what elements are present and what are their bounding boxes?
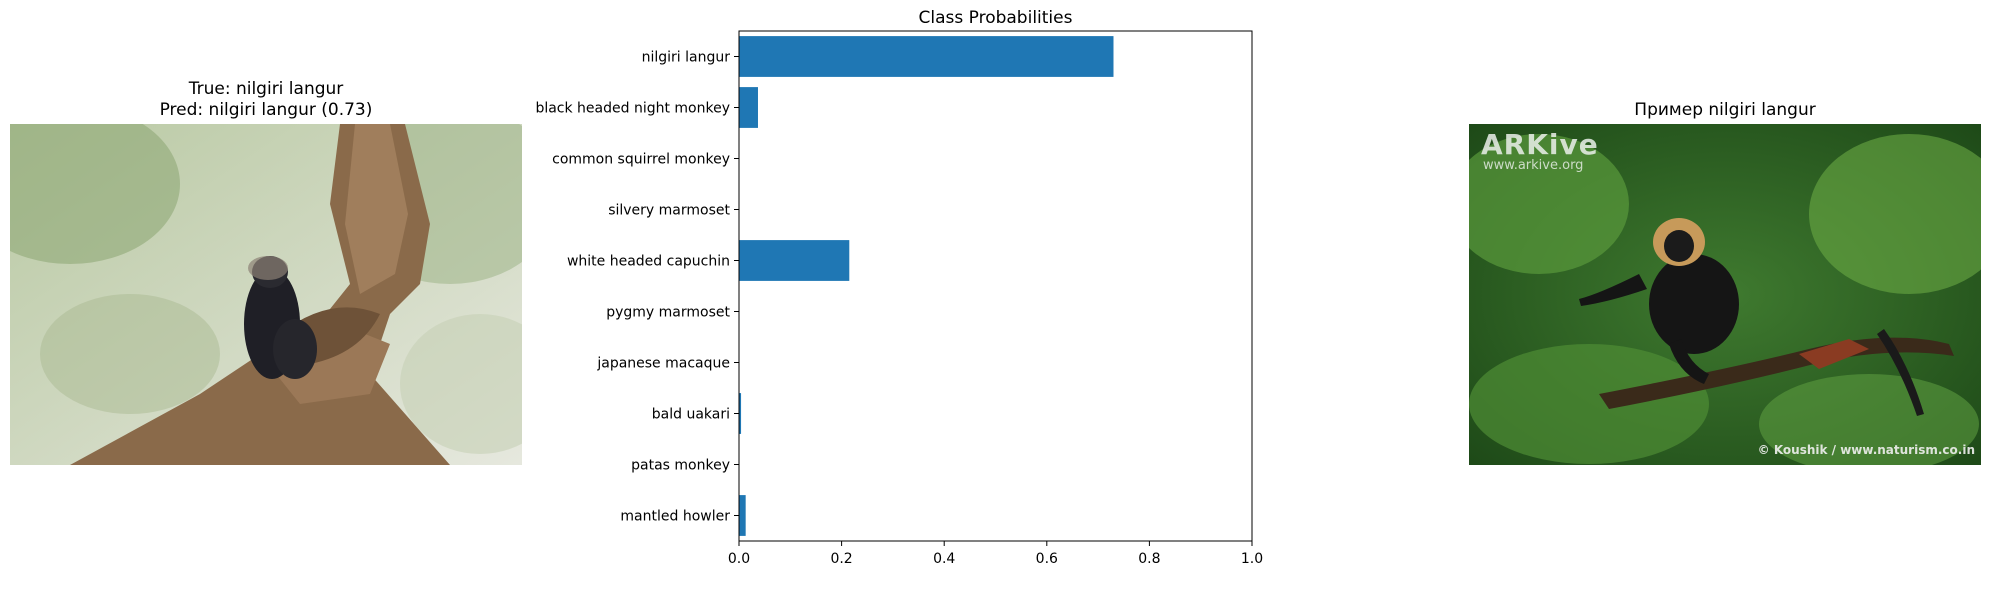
x-tick-layer: 0.0 0.2 0.4 0.6 0.8 1.0	[728, 541, 1263, 567]
x-tick-label: 0.2	[830, 551, 852, 567]
left-panel-title: True: nilgiri langur Pred: nilgiri langu…	[10, 79, 522, 121]
y-tick-label: silvery marmoset	[608, 203, 730, 219]
chart-title: Class Probabilities	[919, 8, 1073, 28]
y-tick-label: mantled howler	[620, 509, 730, 525]
bar-mantled-howler	[739, 495, 746, 536]
bars-layer	[739, 36, 1114, 536]
y-tick-label: nilgiri langur	[642, 50, 731, 66]
x-tick-label: 0.4	[933, 551, 955, 567]
pred-label: Pred: nilgiri langur (0.73)	[159, 100, 373, 120]
reference-photo-drawing	[1469, 124, 1981, 465]
bar-nilgiri-langur	[739, 36, 1114, 77]
y-tick-label: white headed capuchin	[567, 254, 730, 270]
arkive-logo-text: ARKive	[1481, 128, 1599, 161]
plot-frame	[738, 30, 1253, 542]
x-tick-label: 0.8	[1138, 551, 1160, 567]
sample-photo-drawing	[10, 124, 522, 465]
photo-credit-text: © Koushik / www.naturism.co.in	[1757, 443, 1975, 457]
bar-bald-uakari	[739, 393, 742, 434]
right-panel-title: Пример nilgiri langur	[1469, 100, 1981, 121]
y-tick-label: bald uakari	[652, 407, 730, 423]
y-tick-label: japanese macaque	[596, 356, 730, 372]
bar-black-headed-night-monkey	[739, 87, 758, 128]
y-tick-label: common squirrel monkey	[552, 152, 730, 168]
x-tick-label: 1.0	[1241, 551, 1263, 567]
y-tick-label: black headed night monkey	[535, 101, 730, 117]
true-label: True: nilgiri langur	[188, 79, 344, 99]
x-tick-label: 0.6	[1036, 551, 1058, 567]
reference-title: Пример nilgiri langur	[1634, 100, 1816, 120]
bar-white-headed-capuchin	[739, 240, 850, 281]
arkive-url-text: www.arkive.org	[1483, 158, 1584, 173]
x-tick-label: 0.0	[728, 551, 750, 567]
sample-photo	[10, 124, 522, 465]
y-tick-label: pygmy marmoset	[606, 305, 730, 321]
reference-photo: ARKive www.arkive.org © Koushik / www.na…	[1469, 124, 1981, 465]
y-tick-label: patas monkey	[631, 458, 730, 474]
y-tick-layer: nilgiri langur black headed night monkey c…	[535, 50, 739, 525]
